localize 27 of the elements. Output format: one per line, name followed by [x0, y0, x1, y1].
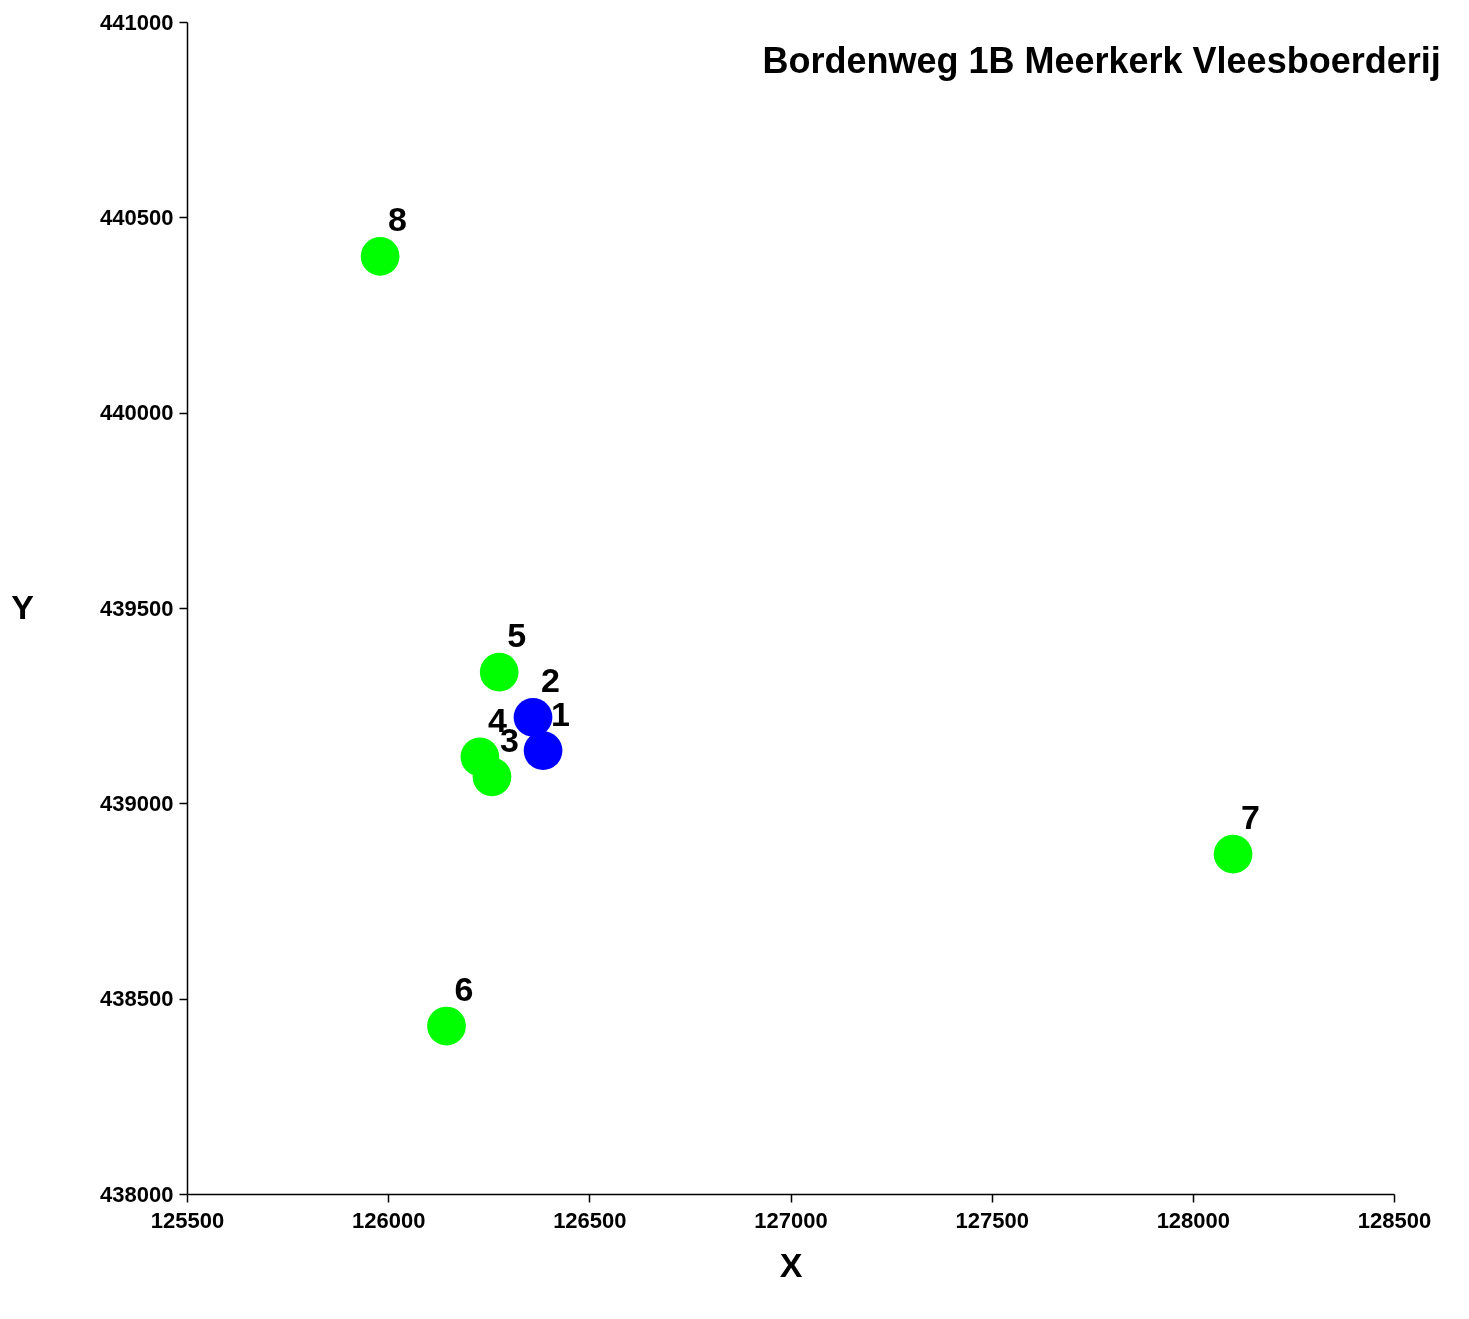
- annotation: 7: [1241, 798, 1260, 837]
- x-tick-label: 127500: [955, 1207, 1029, 1233]
- y-axis-title: Y: [11, 587, 35, 626]
- annotation: 6: [454, 970, 474, 1009]
- annotation: 8: [388, 200, 408, 239]
- point: [460, 737, 500, 777]
- x-tick-label: 127000: [754, 1207, 828, 1233]
- x-tick-label: 128500: [1357, 1207, 1432, 1233]
- y-tick-label: 440500: [100, 204, 174, 230]
- point: [523, 731, 563, 770]
- x-tick-label: 126000: [351, 1207, 426, 1233]
- point: [1213, 834, 1253, 874]
- point: [479, 652, 519, 692]
- point: [360, 237, 400, 276]
- y-tick-label: 440000: [100, 400, 174, 426]
- point: [427, 1006, 466, 1046]
- y-tick-label: 439000: [100, 790, 174, 816]
- x-tick-label: 126500: [553, 1207, 627, 1233]
- text: Bordenweg 1B Meerkerk Vleesboerderij: [762, 40, 1441, 81]
- x-axis-title: X: [779, 1245, 803, 1284]
- y-tick-label: 441000: [100, 9, 174, 35]
- y-tick-label: 438500: [100, 986, 174, 1012]
- y-tick-label: 439500: [100, 595, 174, 621]
- x-tick-label: 128000: [1156, 1207, 1231, 1233]
- x-tick-label: 125500: [150, 1207, 225, 1233]
- y-tick-label: 438000: [100, 1181, 174, 1207]
- annotation: 5: [507, 616, 527, 655]
